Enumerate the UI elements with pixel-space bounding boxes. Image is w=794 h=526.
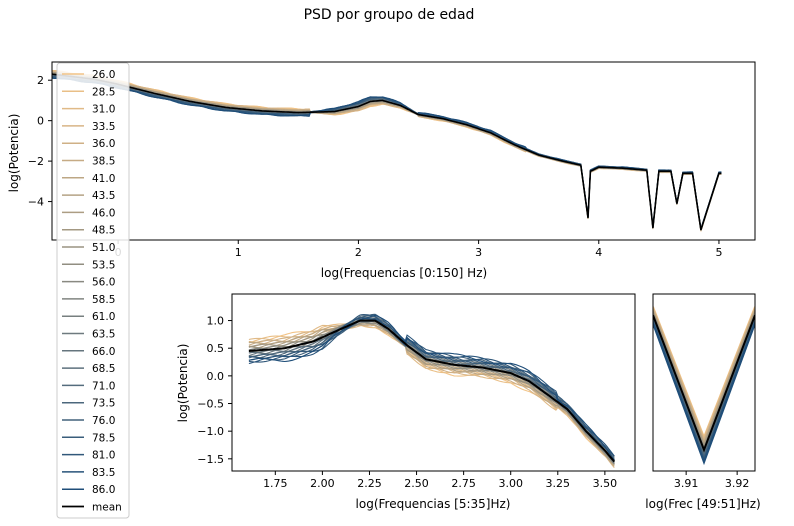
top-plot-ytick-label: 2 [37,74,44,87]
legend-label: 68.5 [92,363,115,375]
legend-label: 41.0 [92,173,115,185]
age-series-line [653,310,755,446]
legend-label: mean [92,502,122,514]
legend-label: 28.5 [92,86,115,98]
top-psd-plot: 01234520−2−4 [28,61,756,259]
age-series-line [653,311,755,447]
age-series-line [248,317,615,457]
age-series-line [248,317,615,459]
legend-label: 66.0 [92,346,115,358]
age-series-line [653,314,755,452]
age-series-line [52,76,722,229]
top-plot-xtick-label: 2 [355,246,362,259]
age-series-line [248,317,615,461]
zoom-plot-ytick-label: 1.0 [207,315,225,328]
legend-label: 71.0 [92,380,115,392]
notch-plot-xtick-label: 3.91 [674,477,699,490]
zoom-plot-xtick-label: 3.00 [498,477,523,490]
age-series-line [248,316,615,463]
legend-label: 58.5 [92,294,115,306]
figure-title: PSD por groupo de edad [304,7,475,23]
top-plot-ytick-label: 0 [37,115,44,128]
age-series-line [653,317,755,457]
age-series-line [248,314,615,457]
legend-label: 38.5 [92,156,115,168]
legend-label: 73.5 [92,398,115,410]
top-plot-frame [51,61,756,241]
top-plot-xtick-label: 5 [715,246,722,259]
notch-plot-xlabel: log(Frec [49:51]Hz) [645,497,760,511]
legend-frame [56,62,130,519]
zoom-plot-xtick-label: 1.75 [263,477,288,490]
legend-label: 46.0 [92,207,115,219]
age-series-line [653,307,755,442]
age-series-line [653,317,755,456]
top-plot-xtick-label: 3 [475,246,482,259]
age-series-line [653,323,755,466]
age-series-line [653,315,755,454]
legend-label: 51.0 [92,242,115,254]
legend-label: 36.0 [92,138,115,150]
zoom-plot-ytick-label: −1.0 [197,425,224,438]
legend-label: 56.0 [92,277,115,289]
zoom-plot-xtick-label: 3.50 [593,477,618,490]
age-series-line [248,315,615,463]
mean-line [52,73,722,231]
zoom-plot-xtick-label: 3.25 [546,477,571,490]
legend-label: 53.5 [92,259,115,271]
age-series-line [653,306,755,440]
legend-label: 78.5 [92,432,115,444]
age-series-line [248,317,615,457]
top-plot-ytick-label: −2 [28,155,44,168]
notch-plot-frame [652,293,756,472]
age-series-line [248,314,615,461]
zoom-plot-ylabel: log(Potencia) [176,344,190,423]
legend-label: 33.5 [92,121,115,133]
legend-label: 81.0 [92,450,115,462]
legend-label: 61.0 [92,311,115,323]
top-plot-xtick-label: 4 [595,246,602,259]
zoom-plot-ytick-label: 0.5 [207,342,225,355]
legend-label: 76.0 [92,415,115,427]
zoom-plot-ytick-label: −0.5 [197,398,224,411]
age-legend: 26.0 28.5 31.0 33.5 36.0 38.5 41.0 43.5 46.0 48.5… [56,62,130,519]
legend-label: 43.5 [92,190,115,202]
age-series-line [653,312,755,449]
legend-label: 86.0 [92,484,115,496]
age-series-line [653,308,755,443]
zoom-plot-ytick-label: 0.0 [207,370,225,383]
mean-line [653,314,755,453]
zoom-plot-xtick-label: 2.50 [404,477,429,490]
zoom-plot-xlabel: log(Frequencias [5:35]Hz) [356,497,511,511]
legend-label: 31.0 [92,104,115,116]
zoom-50hz-plot: 3.91 3.92 [652,293,756,490]
age-series-line [653,314,755,453]
legend-label: 63.5 [92,329,115,341]
notch-plot-xtick-label: 3.92 [725,477,750,490]
age-series-line [653,316,755,455]
legend-label: 48.5 [92,225,115,237]
age-series-line [653,313,755,451]
age-series-line [248,321,615,465]
age-series-line [653,309,755,444]
zoom-plot-xtick-label: 2.00 [310,477,335,490]
legend-label: 83.5 [92,467,115,479]
legend-label: 26.0 [92,69,115,81]
top-plot-xtick-label: 1 [235,246,242,259]
age-series-line [248,318,615,463]
age-series-line [653,307,755,441]
zoom-plot-frame [231,293,636,472]
top-plot-ytick-label: −4 [28,196,44,209]
zoom-plot-xtick-label: 2.25 [357,477,382,490]
zoom-plot-ytick-label: −1.5 [197,453,224,466]
zoom-5-35hz-plot: 1.75 2.00 2.25 2.50 2.75 3.00 3.25 3.50 1.0 0.5 0.… [197,293,636,490]
top-plot-ylabel: log(Potencia) [7,114,21,193]
top-plot-xlabel: log(Frequencias [0:150] Hz) [321,266,487,280]
age-series-line [653,309,755,445]
age-series-line [653,312,755,450]
zoom-plot-xtick-label: 2.75 [451,477,476,490]
mean-line [248,319,616,463]
